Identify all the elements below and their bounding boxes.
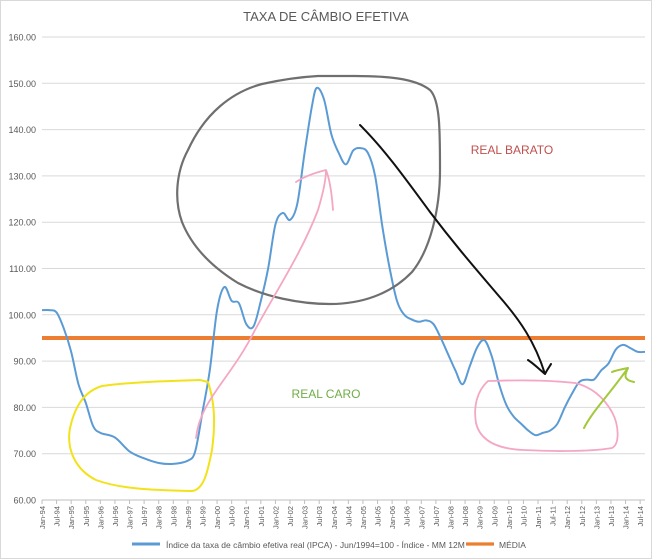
x-tick-label: Jan-07 [417, 506, 426, 529]
legend-label-media: MÉDIA [499, 540, 526, 550]
y-tick-label: 90.00 [13, 357, 36, 367]
x-tick-label: Jul-09 [490, 506, 499, 526]
x-tick-label: Jan-01 [242, 506, 251, 529]
y-tick-label: 70.00 [13, 449, 36, 459]
exchange-rate-series-line [41, 86, 646, 466]
x-tick-label: Jul-94 [53, 506, 62, 526]
y-tick-label: 120.00 [8, 218, 36, 228]
y-tick-label: 150.00 [8, 79, 36, 89]
x-tick-label: Jan-05 [359, 506, 368, 529]
x-tick-label: Jul-14 [636, 506, 645, 526]
y-tick-label: 100.00 [8, 310, 36, 320]
x-tick-label: Jan-14 [622, 506, 631, 529]
pink-loop-sketch [474, 379, 619, 452]
x-tick-label: Jul-08 [461, 506, 470, 526]
x-tick-label: Jul-06 [403, 506, 412, 526]
legend-label-series: Índice da taxa de câmbio efetiva real (I… [166, 540, 465, 550]
y-axis: 60.00 70.00 80.00 90.00 100.00 110.00 120.00 13… [8, 33, 36, 506]
legend: Índice da taxa de câmbio efetiva real (I… [132, 540, 526, 550]
chart-title: TAXA DE CÂMBIO EFETIVA [243, 9, 409, 24]
y-tick-label: 110.00 [9, 264, 36, 274]
x-tick-label: Jan-10 [505, 506, 514, 529]
x-tick-label: Jan-96 [96, 506, 105, 529]
x-tick-label: Jul-97 [140, 506, 149, 526]
x-tick-label: Jan-95 [67, 506, 76, 529]
annotation-real-barato: REAL BARATO [471, 143, 553, 157]
series-layer [41, 86, 646, 466]
gridlines [42, 36, 645, 501]
x-tick-label: Jul-13 [607, 506, 616, 526]
x-axis: Jan-94 Jul-94 Jan-95 Jul-95 Jan-96 Jul-96 Jan-… [38, 499, 645, 529]
x-tick-label: Jan-94 [38, 506, 47, 529]
gray-ellipse-sketch [176, 74, 442, 306]
x-tick-label: Jan-08 [446, 506, 455, 529]
x-tick-label: Jul-04 [344, 506, 353, 526]
x-tick-label: Jul-96 [111, 506, 120, 526]
x-tick-label: Jul-95 [82, 506, 91, 526]
annotation-real-caro: REAL CARO [292, 387, 361, 401]
x-tick-label: Jan-06 [388, 506, 397, 529]
y-tick-label: 80.00 [13, 403, 36, 413]
x-tick-label: Jul-01 [257, 506, 266, 526]
x-tick-label: Jan-13 [592, 506, 601, 529]
x-tick-label: Jan-09 [476, 506, 485, 529]
x-tick-label: Jan-03 [301, 506, 310, 529]
y-tick-label: 60.00 [13, 496, 36, 506]
x-tick-label: Jul-98 [169, 506, 178, 526]
x-tick-label: Jan-02 [271, 506, 280, 529]
x-tick-label: Jul-05 [374, 506, 383, 526]
black-arrow-sketch [359, 124, 552, 375]
x-tick-label: Jul-02 [286, 506, 295, 526]
y-tick-label: 160.00 [8, 33, 36, 43]
x-tick-label: Jan-04 [330, 506, 339, 529]
x-tick-label: Jul-12 [578, 506, 587, 526]
pink-arrow-sketch [195, 169, 334, 439]
x-tick-label: Jan-99 [184, 506, 193, 529]
x-tick-label: Jan-11 [534, 506, 543, 528]
x-tick-label: Jan-97 [126, 506, 135, 529]
x-tick-label: Jan-00 [213, 506, 222, 529]
y-tick-label: 130.00 [8, 171, 36, 181]
green-arrow-sketch [583, 367, 635, 429]
handdrawn-annotations [68, 74, 635, 493]
yellow-ellipse-sketch [68, 379, 216, 493]
x-tick-label: Jul-99 [198, 506, 207, 526]
x-tick-label: Jan-98 [155, 506, 164, 529]
x-tick-label: Jul-11 [549, 506, 558, 526]
x-tick-label: Jul-10 [519, 506, 528, 526]
x-tick-label: Jul-03 [315, 506, 324, 526]
x-tick-label: Jan-12 [563, 506, 572, 529]
x-tick-label: Jul-07 [432, 506, 441, 526]
x-tick-label: Jul-00 [228, 506, 237, 526]
y-tick-label: 140.00 [8, 125, 36, 135]
